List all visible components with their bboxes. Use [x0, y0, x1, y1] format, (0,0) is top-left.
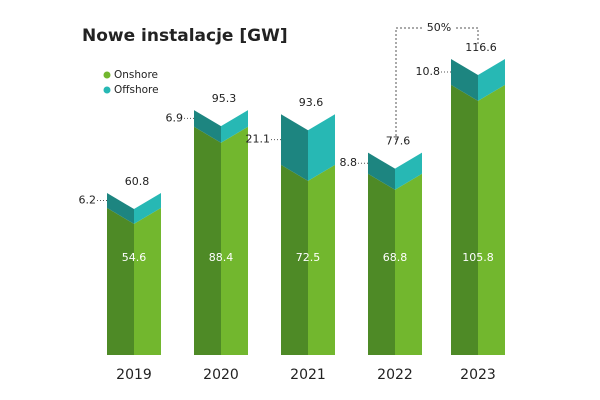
x-tick-label: 2020	[203, 367, 239, 383]
x-tick-label: 2023	[460, 367, 496, 383]
bar-segment	[368, 152, 422, 190]
bar-face-right	[221, 110, 248, 143]
bar-face-right	[395, 152, 422, 190]
bar-segment	[281, 114, 335, 181]
annotation-bg	[424, 19, 454, 37]
bar-segment	[107, 192, 161, 224]
bar-face-left	[281, 114, 308, 181]
bar-face-right	[308, 114, 335, 181]
bar-face-left	[194, 126, 221, 356]
legend-label: Offshore	[114, 84, 159, 96]
bar-face-left	[194, 110, 221, 143]
legend-swatch	[103, 86, 111, 94]
value-label: 10.8	[416, 65, 441, 78]
x-tick-label: 2019	[116, 367, 152, 383]
value-label: 72.5	[296, 251, 321, 264]
bar-segment	[451, 59, 505, 101]
legend-label: Onshore	[114, 69, 158, 81]
bar-segment	[194, 126, 248, 356]
bar-segment	[281, 164, 335, 355]
bar-face-left	[107, 207, 134, 355]
value-label: 105.8	[462, 251, 494, 264]
value-label: 68.8	[383, 251, 408, 264]
bar-face-right	[134, 192, 161, 224]
value-label: 54.6	[122, 251, 147, 264]
bar-face-right	[395, 173, 422, 355]
bar-face-right	[221, 126, 248, 356]
bar-face-left	[451, 59, 478, 101]
bar-face-right	[308, 164, 335, 355]
total-label: 60.8	[125, 175, 150, 188]
bar-segment	[368, 173, 422, 355]
bar-segment	[194, 110, 248, 143]
x-tick-label: 2022	[377, 367, 413, 383]
chart-title: Nowe instalacje [GW]	[82, 26, 288, 46]
bar-face-left	[451, 84, 478, 356]
bar-face-right	[478, 59, 505, 101]
value-label: 88.4	[209, 251, 234, 264]
value-label: 8.8	[340, 156, 358, 169]
value-label: 6.2	[79, 193, 97, 206]
bar-face-right	[134, 207, 161, 355]
bar-segment	[451, 84, 505, 356]
bar-face-left	[281, 164, 308, 355]
bar-face-left	[368, 173, 395, 355]
bar-segment	[107, 207, 161, 355]
value-label: 21.1	[246, 133, 271, 146]
total-label: 95.3	[212, 92, 237, 105]
annotation: 50%	[427, 21, 451, 34]
total-label: 77.6	[386, 135, 411, 148]
legend-swatch	[103, 71, 111, 79]
total-label: 116.6	[465, 41, 497, 54]
bar-face-left	[107, 192, 134, 224]
x-tick-label: 2021	[290, 367, 326, 383]
bar-face-right	[478, 84, 505, 356]
total-label: 93.6	[299, 96, 324, 109]
bar-face-left	[368, 152, 395, 190]
value-label: 6.9	[166, 111, 184, 124]
